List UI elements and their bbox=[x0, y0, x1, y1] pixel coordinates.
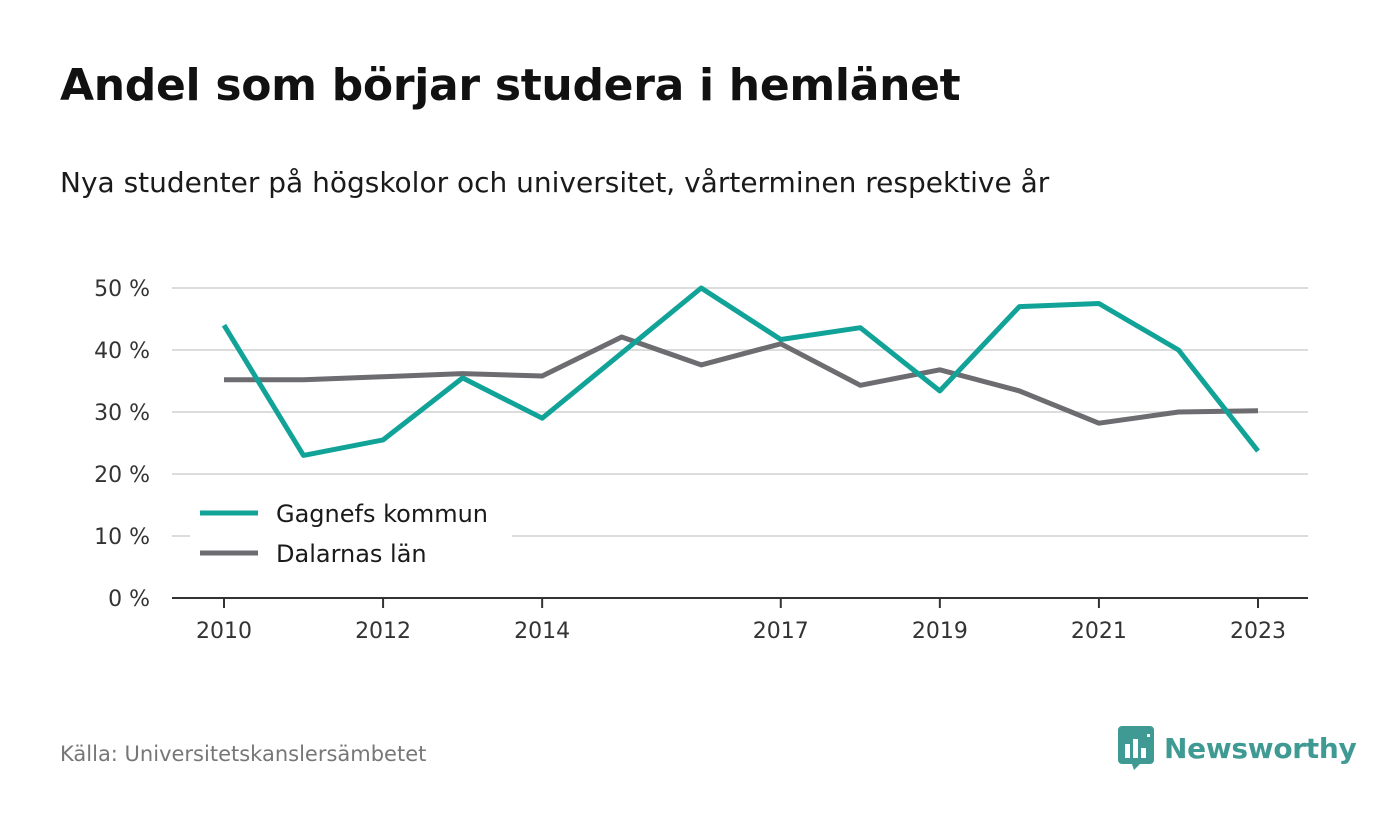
source-note: Källa: Universitetskanslersämbetet bbox=[60, 742, 427, 766]
y-tick-label: 40 % bbox=[94, 339, 150, 364]
x-tick-label: 2021 bbox=[1071, 619, 1127, 644]
legend-label: Gagnefs kommun bbox=[276, 500, 488, 528]
brand-name: Newsworthy bbox=[1164, 731, 1357, 765]
brand-logo: Newsworthy bbox=[1118, 726, 1357, 770]
x-tick-label: 2012 bbox=[355, 619, 411, 644]
chart-subtitle: Nya studenter på högskolor och universit… bbox=[60, 166, 1050, 199]
series-line-gagnefs bbox=[221, 285, 1260, 458]
y-tick-label: 20 % bbox=[94, 463, 150, 488]
y-tick-label: 50 % bbox=[94, 277, 150, 302]
chat-bar-chart-icon bbox=[1118, 726, 1154, 770]
legend: Gagnefs kommun Dalarnas län bbox=[190, 490, 512, 580]
x-axis: 2010 2012 2014 2017 2019 2021 2023 bbox=[172, 597, 1308, 644]
line-chart: 0 % 10 % 20 % 30 % 40 % 50 % 2010 2012 2014 2017… bbox=[94, 277, 1308, 644]
x-tick-label: 2014 bbox=[514, 619, 570, 644]
x-tick-label: 2019 bbox=[912, 619, 968, 644]
legend-background bbox=[190, 490, 512, 580]
y-tick-label: 0 % bbox=[108, 587, 150, 612]
x-tick-label: 2017 bbox=[753, 619, 809, 644]
y-tick-label: 30 % bbox=[94, 401, 150, 426]
x-tick-label: 2023 bbox=[1230, 619, 1286, 644]
y-tick-label: 10 % bbox=[94, 525, 150, 550]
x-tick-label: 2010 bbox=[196, 619, 252, 644]
series-line-dalarnas bbox=[224, 334, 1259, 426]
legend-label: Dalarnas län bbox=[276, 540, 427, 568]
series-lines bbox=[221, 285, 1260, 458]
y-axis: 0 % 10 % 20 % 30 % 40 % 50 % bbox=[94, 277, 150, 612]
chart-title: Andel som börjar studera i hemlänet bbox=[60, 60, 961, 111]
